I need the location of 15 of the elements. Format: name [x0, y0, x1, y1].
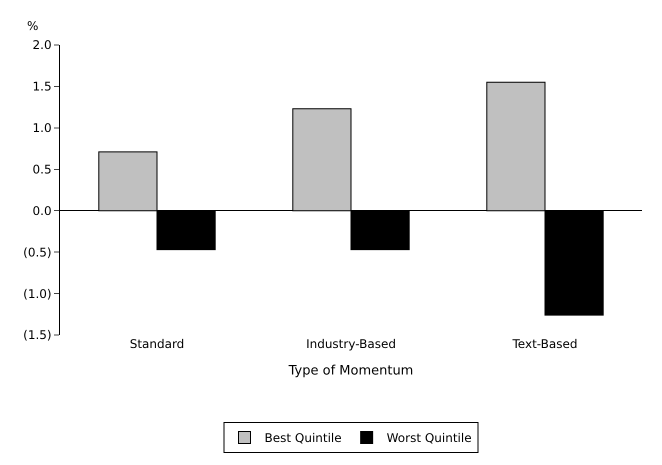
text: 0.5 — [32, 162, 52, 176]
x-axis-title: Type of Momentum — [288, 364, 414, 379]
x-tick-label: Text-Based — [511, 337, 578, 351]
legend-label: Best Quintile — [264, 431, 342, 446]
x-tick-label: Standard — [130, 337, 184, 351]
text: 1.5 — [32, 80, 52, 94]
text: 1.0 — [32, 121, 52, 136]
legend-label: Worst Quintile — [386, 431, 472, 446]
text: 0.0 — [32, 204, 52, 218]
y-axis-title: % — [27, 19, 38, 33]
y-tick-label: (1.5) — [23, 328, 52, 342]
text: 2.0 — [32, 38, 52, 52]
x-tick-label: Industry-Based — [306, 337, 396, 351]
y-tick-label: (0.5) — [23, 245, 52, 260]
y-tick-label: (1.0) — [23, 286, 52, 301]
